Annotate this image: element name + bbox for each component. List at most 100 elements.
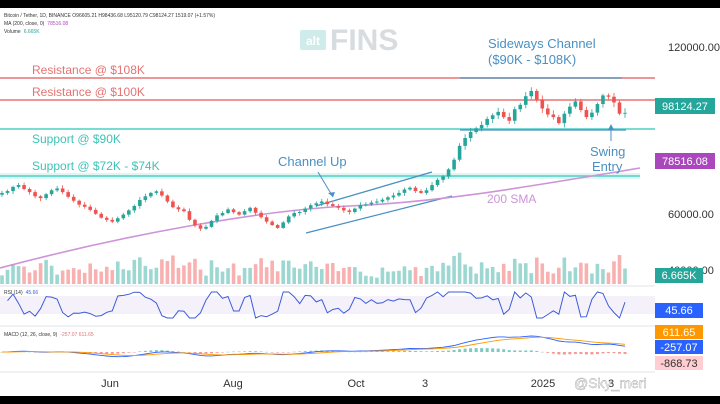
volume-bar [308,261,313,284]
macd-histogram-bar [204,352,208,354]
volume-bar [121,269,126,284]
volume-bar [408,270,412,284]
sma-200-line [0,167,641,269]
volume-tag [655,268,703,283]
volume-bar [490,267,495,284]
macd-histogram-bar [276,352,280,353]
volume-bar [512,258,517,284]
volume-bar [104,266,109,284]
candle-body [557,117,561,124]
macd-histogram-bar [110,352,114,354]
volume-bar [275,271,280,284]
candle-body [171,201,175,208]
volume-bar [231,263,236,284]
macd-histogram-bar [309,350,313,352]
candle-body [435,179,440,186]
rsi-band [0,296,655,314]
volume-bar [336,271,341,284]
candle-body [204,226,208,229]
volume-bar [463,264,467,284]
volume-bar [0,275,4,284]
label-entry: Entry [592,159,623,174]
volume-bar [330,263,335,284]
volume-bar [115,261,120,284]
volume-bar [242,267,247,284]
volume-bar [468,266,473,284]
macd-histogram-bar [419,351,423,352]
volume-bar [568,271,572,284]
watermark-badge-text: alt [306,34,320,48]
candle-body [441,176,445,180]
candle-body [468,132,473,139]
macd-histogram-bar [375,351,379,352]
candle-body [391,195,396,198]
candle-body [623,112,627,114]
volume-bar [176,267,181,284]
macd-histogram-bar [590,352,594,355]
macd-histogram-bar [369,351,373,353]
macd-histogram-bar [391,351,395,352]
volume-bar [534,257,539,284]
macd-histogram-bar [121,352,125,354]
volume-bar [606,272,611,284]
volume-bar [143,265,148,284]
macd-histogram-bar [221,352,225,353]
candle-body [138,199,142,206]
label-resistance-100: Resistance @ $100K [32,85,145,99]
volume-bar [342,268,346,284]
volume-bar [82,272,87,284]
candle-body [595,104,600,113]
candle-body [507,117,512,121]
label-swing: Swing [590,144,625,159]
candle-body [446,169,451,177]
volume-bar [617,255,622,284]
macd-histogram-bar [259,351,263,353]
macd-histogram-bar [546,352,550,353]
macd-histogram-bar [436,351,440,352]
macd-histogram-bar [606,352,610,354]
candle-body [375,201,379,203]
ma-price-tag-text: 78516.08 [662,156,708,168]
ma-price-tag [655,153,715,169]
candle-body [330,204,335,206]
candle-body [319,201,324,204]
macd-histogram-bar [601,352,605,354]
macd-histogram-bar [165,350,169,352]
label-support-90: Support @ $90K [32,132,121,146]
macd-histogram-bar [149,350,153,352]
candle-body [237,212,241,215]
x-tick-jun: Jun [101,378,119,390]
candle-body [364,204,368,206]
candle-body [342,207,346,211]
label-sideways-range: ($90K - $108K) [488,52,576,67]
candle-body [93,209,98,214]
candle-body [226,209,230,214]
macd-tag-1 [655,325,703,339]
volume-bar [264,267,269,284]
volume-bar [165,261,170,284]
volume-bar [496,272,500,284]
candle-body [38,196,43,199]
x-tick-aug: Aug [223,378,243,390]
volume-bar [386,271,390,284]
ma-legend: MA (200, close, 0) 78516.08 [4,21,68,27]
volume-bar [369,276,374,284]
candle-body [220,213,225,216]
volume-bar [551,273,556,284]
volume-bar [154,267,159,284]
candle-body [121,214,126,219]
volume-bar [391,271,396,284]
volume-bar [77,269,81,284]
volume-bar [364,275,368,284]
volume-bar [292,267,297,284]
macd-histogram-bar [540,351,544,353]
volume-bars [0,252,627,284]
macd-histogram-bar [579,352,583,355]
macd-histogram-bar [518,350,522,352]
candle-body [176,207,181,210]
macd-legend-label: MACD (12, 26, close, 9) [4,332,58,338]
macd-histogram-bar [469,348,473,352]
candle-body [160,191,164,196]
volume-bar [38,263,43,284]
